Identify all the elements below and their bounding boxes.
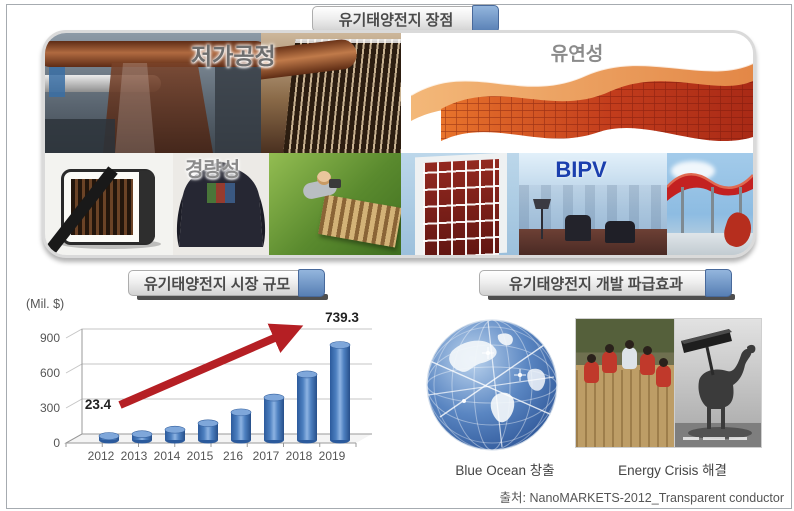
photo-boy-on-grass xyxy=(269,153,401,255)
svg-text:2018: 2018 xyxy=(286,449,313,463)
person-head-shape xyxy=(625,340,634,349)
svg-text:900: 900 xyxy=(40,331,60,345)
svg-text:2014: 2014 xyxy=(154,449,181,463)
photo-solar-bag xyxy=(45,153,173,255)
photo-bipv-building xyxy=(401,153,519,255)
person-figure xyxy=(584,354,599,383)
svg-text:2012: 2012 xyxy=(88,449,115,463)
banner-market-label: 유기태양전지 시장 규모 xyxy=(143,275,291,293)
svg-text:2013: 2013 xyxy=(121,449,148,463)
person-head-shape xyxy=(659,358,668,367)
photo-bipv-interior xyxy=(519,153,667,255)
person-head-shape xyxy=(643,346,652,355)
bag-side-shape xyxy=(139,171,155,243)
banner-body: 유기태양전지 장점 xyxy=(312,6,498,32)
photo-camel-solar-panel xyxy=(675,319,761,447)
chair-shape xyxy=(565,215,591,241)
svg-text:23.4: 23.4 xyxy=(85,397,112,412)
building-facade-shape xyxy=(423,159,499,255)
banner-body: 유기태양전지 시장 규모 xyxy=(128,270,324,296)
person-head-shape xyxy=(605,344,614,353)
banner-effects-label: 유기태양전지 개발 파급효과 xyxy=(509,275,683,293)
flexible-sheets-graphic xyxy=(410,62,753,142)
blue-ocean-globe-icon xyxy=(426,319,558,451)
source-citation: 출처: NanoMARKETS-2012_Transparent conduct… xyxy=(499,491,784,505)
film-sheet-shape xyxy=(103,63,213,153)
banner-blue-tab xyxy=(705,269,732,297)
label-lightweight: 경량성 xyxy=(185,159,241,181)
svg-text:600: 600 xyxy=(40,366,60,380)
svg-text:216: 216 xyxy=(223,449,243,463)
photo-roll-to-roll-machine xyxy=(45,33,261,153)
person-figure xyxy=(656,358,671,387)
machine-frame-shape xyxy=(45,119,115,153)
photo-printed-solar-film xyxy=(261,33,401,153)
photo-solar-jacket xyxy=(173,153,269,255)
machine-frame-shape xyxy=(215,67,261,153)
jacket-graphic xyxy=(176,162,266,247)
svg-text:0: 0 xyxy=(53,436,60,450)
svg-text:739.3: 739.3 xyxy=(325,310,359,325)
caption-energy-crisis: Energy Crisis 해결 xyxy=(618,463,727,478)
interior-floor-shape xyxy=(519,229,667,255)
svg-text:2017: 2017 xyxy=(253,449,280,463)
camel-graphic xyxy=(675,319,761,447)
svg-text:2019: 2019 xyxy=(319,449,346,463)
label-flexibility: 유연성 xyxy=(550,44,604,65)
machine-accent-shape xyxy=(49,67,65,97)
svg-text:300: 300 xyxy=(40,401,60,415)
lamp-shade-shape xyxy=(533,199,551,209)
banner-advantages-label: 유기태양전지 장점 xyxy=(338,11,454,29)
person-figure-hooded xyxy=(622,340,637,369)
svg-text:2015: 2015 xyxy=(187,449,214,463)
banner-development-effects: 유기태양전지 개발 파급효과 xyxy=(479,269,735,300)
caption-blue-ocean: Blue Ocean 창출 xyxy=(455,463,555,478)
shelter-post-shape xyxy=(681,187,684,247)
photo-energy-crisis-people xyxy=(576,319,675,447)
banner-shadow xyxy=(488,294,735,300)
photo-solar-canopy xyxy=(667,153,753,255)
label-bipv: BIPV xyxy=(555,157,607,182)
advantages-photo-panel: 저가공정 유연성 경량성 BIPV xyxy=(42,30,756,258)
boy-head-shape xyxy=(317,171,331,185)
banner-advantages: 유기태양전지 장점 xyxy=(312,5,502,36)
market-chart-canvas: 0 300 600 900 2012 2013 2014 2015 216 2017 2018 201… xyxy=(40,310,372,463)
banner-blue-tab xyxy=(298,269,325,297)
person-figure xyxy=(640,346,655,375)
chair-shape xyxy=(605,221,635,243)
banner-market-size: 유기태양전지 시장 규모 xyxy=(128,269,328,300)
label-low-cost-process: 저가공정 xyxy=(191,43,276,69)
banner-body: 유기태양전지 개발 파급효과 xyxy=(479,270,731,296)
shelter-post-shape xyxy=(711,187,714,247)
copper-roller-shape xyxy=(45,41,261,67)
chart-unit-label: (Mil. $) xyxy=(26,297,65,311)
camera-shape xyxy=(329,179,341,188)
canopy-graphic xyxy=(667,173,753,201)
person-figure xyxy=(602,344,617,373)
banner-shadow xyxy=(137,294,328,300)
banner-blue-tab xyxy=(472,5,499,33)
lamp-shape xyxy=(541,205,543,239)
flexible-panel-shape xyxy=(318,194,401,248)
photo-flexible-sheets xyxy=(401,33,753,153)
person-head-shape xyxy=(587,354,596,363)
